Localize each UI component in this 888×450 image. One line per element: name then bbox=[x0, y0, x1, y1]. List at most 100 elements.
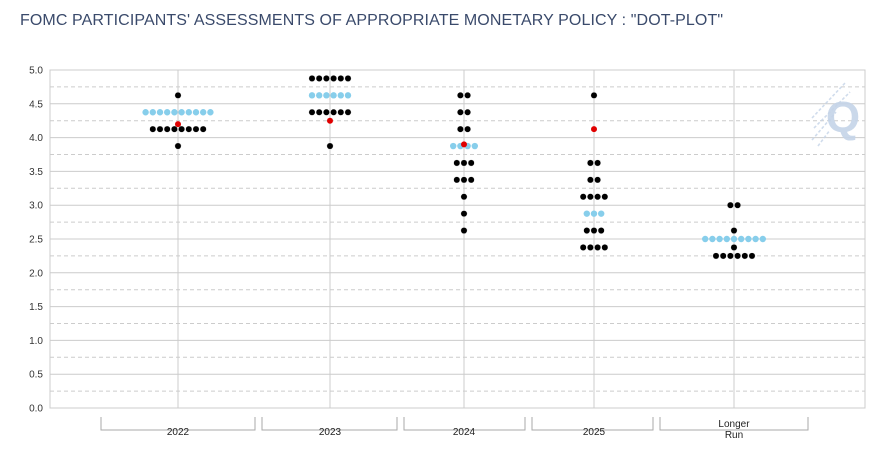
median-row-dot bbox=[709, 235, 716, 243]
y-tick-label: 4.5 bbox=[29, 99, 43, 110]
participant-dot bbox=[579, 244, 587, 251]
y-tick-label: 1.0 bbox=[29, 336, 43, 347]
participant-dot bbox=[583, 227, 591, 234]
y-tick-label: 2.5 bbox=[29, 235, 43, 246]
participant-dot bbox=[587, 159, 594, 167]
participant-dot bbox=[315, 75, 323, 82]
participant-dot bbox=[587, 193, 594, 201]
median-row-dot bbox=[723, 235, 730, 243]
participant-dot bbox=[456, 108, 464, 116]
participant-dot bbox=[460, 193, 468, 201]
logo-streak bbox=[811, 111, 837, 141]
y-tick-label: 3.5 bbox=[29, 167, 43, 178]
median-row-dot bbox=[716, 235, 723, 243]
participant-dot bbox=[308, 75, 316, 82]
median-row-dot bbox=[207, 109, 214, 116]
participant-dot bbox=[719, 252, 727, 260]
participant-dot bbox=[308, 108, 316, 116]
median-row-dot bbox=[745, 235, 752, 243]
participant-dot bbox=[730, 227, 738, 234]
median-row-dot bbox=[590, 210, 598, 217]
median-row-dot bbox=[730, 235, 738, 243]
median-row-dot bbox=[738, 235, 745, 243]
y-tick-label: 0.5 bbox=[29, 370, 43, 381]
median-row-dot bbox=[316, 92, 323, 99]
dots-layer bbox=[142, 75, 766, 260]
median-row-dot bbox=[142, 109, 149, 116]
logo-letter: Q bbox=[826, 93, 860, 142]
category-label: 2022 bbox=[167, 427, 190, 438]
participant-dot bbox=[178, 125, 186, 133]
y-tick-label: 3.0 bbox=[29, 201, 43, 212]
category-bracket bbox=[403, 417, 526, 431]
median-row-dot bbox=[171, 109, 178, 116]
participant-dot bbox=[748, 252, 756, 260]
participant-dot bbox=[149, 125, 157, 133]
participant-dot bbox=[464, 91, 471, 99]
median-row-dot bbox=[200, 109, 207, 116]
participant-dot bbox=[730, 244, 738, 251]
participant-dot bbox=[337, 75, 345, 82]
y-tick-label: 5.0 bbox=[29, 66, 43, 77]
participant-dot bbox=[590, 91, 598, 99]
participant-dot bbox=[170, 125, 178, 133]
participant-dot bbox=[594, 244, 601, 251]
participant-dot bbox=[587, 176, 594, 184]
participant-dot bbox=[344, 75, 352, 82]
participant-dot bbox=[712, 252, 720, 260]
participant-dot bbox=[322, 75, 330, 82]
median-row-dot bbox=[323, 92, 330, 99]
category-label: 2025 bbox=[583, 427, 606, 438]
median-row-dot bbox=[192, 109, 200, 116]
participant-dot bbox=[460, 227, 468, 234]
median-row-dot bbox=[752, 235, 759, 243]
participant-dot bbox=[734, 252, 741, 260]
median-row-dot bbox=[344, 92, 352, 99]
participant-dot bbox=[344, 108, 352, 116]
q-logo: Q bbox=[811, 81, 860, 147]
median-row-dot bbox=[330, 92, 337, 99]
participant-dot bbox=[199, 125, 207, 133]
median-row-dot bbox=[178, 109, 185, 116]
y-axis: 0.0 0.5 1.0 1.5 2.0 2.5 3.0 3.5 4.0 4.5 5.0 bbox=[29, 66, 43, 415]
y-tick-label: 0.0 bbox=[29, 404, 43, 415]
participant-dot bbox=[464, 125, 471, 133]
participant-dot bbox=[174, 142, 182, 150]
participant-dot bbox=[594, 159, 601, 167]
participant-dot bbox=[322, 108, 330, 116]
participant-dot bbox=[330, 108, 337, 116]
category-bracket bbox=[531, 417, 654, 431]
participant-dot bbox=[734, 201, 741, 209]
participant-dot bbox=[594, 193, 601, 201]
participant-dot bbox=[460, 210, 468, 218]
median-row-dot bbox=[598, 210, 605, 217]
median-row-dot bbox=[308, 92, 316, 99]
participant-dot bbox=[174, 91, 182, 99]
participant-dot bbox=[587, 244, 594, 251]
participant-dot bbox=[741, 252, 749, 260]
participant-dot bbox=[163, 125, 171, 133]
participant-dot bbox=[453, 176, 461, 184]
median-row-dot bbox=[450, 142, 457, 150]
median-row-dot bbox=[702, 235, 709, 243]
logo-streak bbox=[813, 91, 851, 129]
category-bracket bbox=[659, 417, 809, 431]
median-row-dot bbox=[164, 109, 171, 116]
plot-area bbox=[49, 69, 866, 409]
median-row-dot bbox=[185, 109, 192, 116]
y-tick-label: 1.5 bbox=[29, 302, 43, 313]
participant-dot bbox=[456, 125, 464, 133]
participant-dot bbox=[727, 252, 734, 260]
participant-dot bbox=[594, 176, 601, 184]
participant-dot bbox=[330, 75, 337, 82]
y-tick-label: 4.0 bbox=[29, 133, 43, 144]
median-dot bbox=[175, 121, 181, 128]
participant-dot bbox=[579, 193, 587, 201]
participant-dot bbox=[326, 142, 334, 150]
participant-dot bbox=[590, 227, 598, 234]
logo-streak bbox=[811, 81, 847, 119]
participant-dot bbox=[597, 227, 605, 234]
logo-streak bbox=[817, 129, 831, 147]
